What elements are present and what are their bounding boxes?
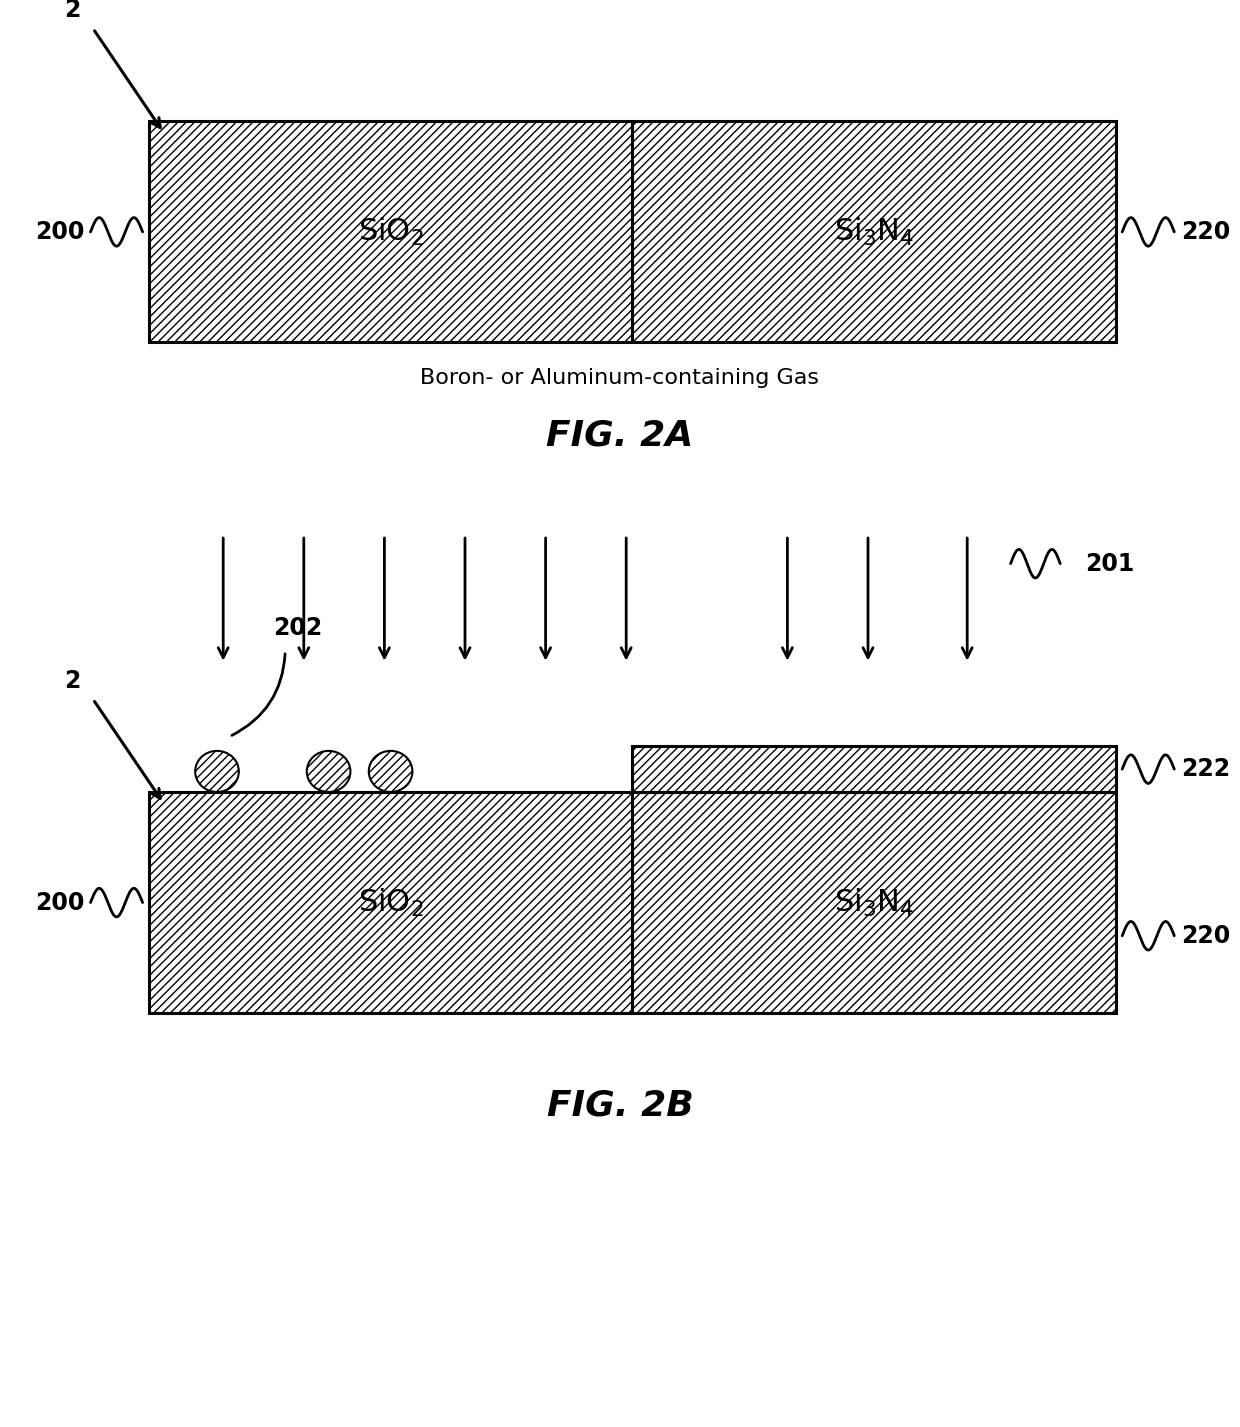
Text: 2: 2	[63, 0, 81, 21]
Bar	[149, 121, 632, 342]
Bar	[149, 792, 1116, 1013]
Bar	[632, 746, 1116, 792]
Bar	[632, 121, 1116, 342]
Text: FIG. 2B: FIG. 2B	[547, 1089, 693, 1123]
Text: Boron- or Aluminum-containing Gas: Boron- or Aluminum-containing Gas	[420, 368, 820, 388]
Bar	[632, 792, 1116, 1013]
Text: 220: 220	[1180, 923, 1230, 948]
Text: 202: 202	[273, 615, 322, 639]
Bar	[632, 746, 1116, 792]
Text: 200: 200	[35, 890, 84, 915]
Text: 222: 222	[1180, 758, 1230, 781]
Ellipse shape	[306, 751, 351, 792]
Text: 2: 2	[63, 669, 81, 692]
Text: FIG. 2A: FIG. 2A	[547, 418, 693, 452]
Bar	[149, 121, 1116, 342]
Text: 220: 220	[1180, 220, 1230, 244]
Ellipse shape	[368, 751, 413, 792]
Text: SiO$_2$: SiO$_2$	[358, 886, 423, 919]
Bar	[632, 792, 1116, 1013]
Text: SiO$_2$: SiO$_2$	[358, 215, 423, 248]
Text: Si$_3$N$_4$: Si$_3$N$_4$	[835, 215, 914, 248]
Bar	[632, 746, 1116, 792]
Text: 200: 200	[35, 220, 84, 244]
Bar	[149, 792, 632, 1013]
Bar	[149, 121, 632, 342]
Text: 201: 201	[1085, 552, 1135, 575]
Bar	[149, 792, 632, 1013]
Text: Si$_3$N$_4$: Si$_3$N$_4$	[835, 886, 914, 919]
Bar	[632, 121, 1116, 342]
Ellipse shape	[195, 751, 239, 792]
